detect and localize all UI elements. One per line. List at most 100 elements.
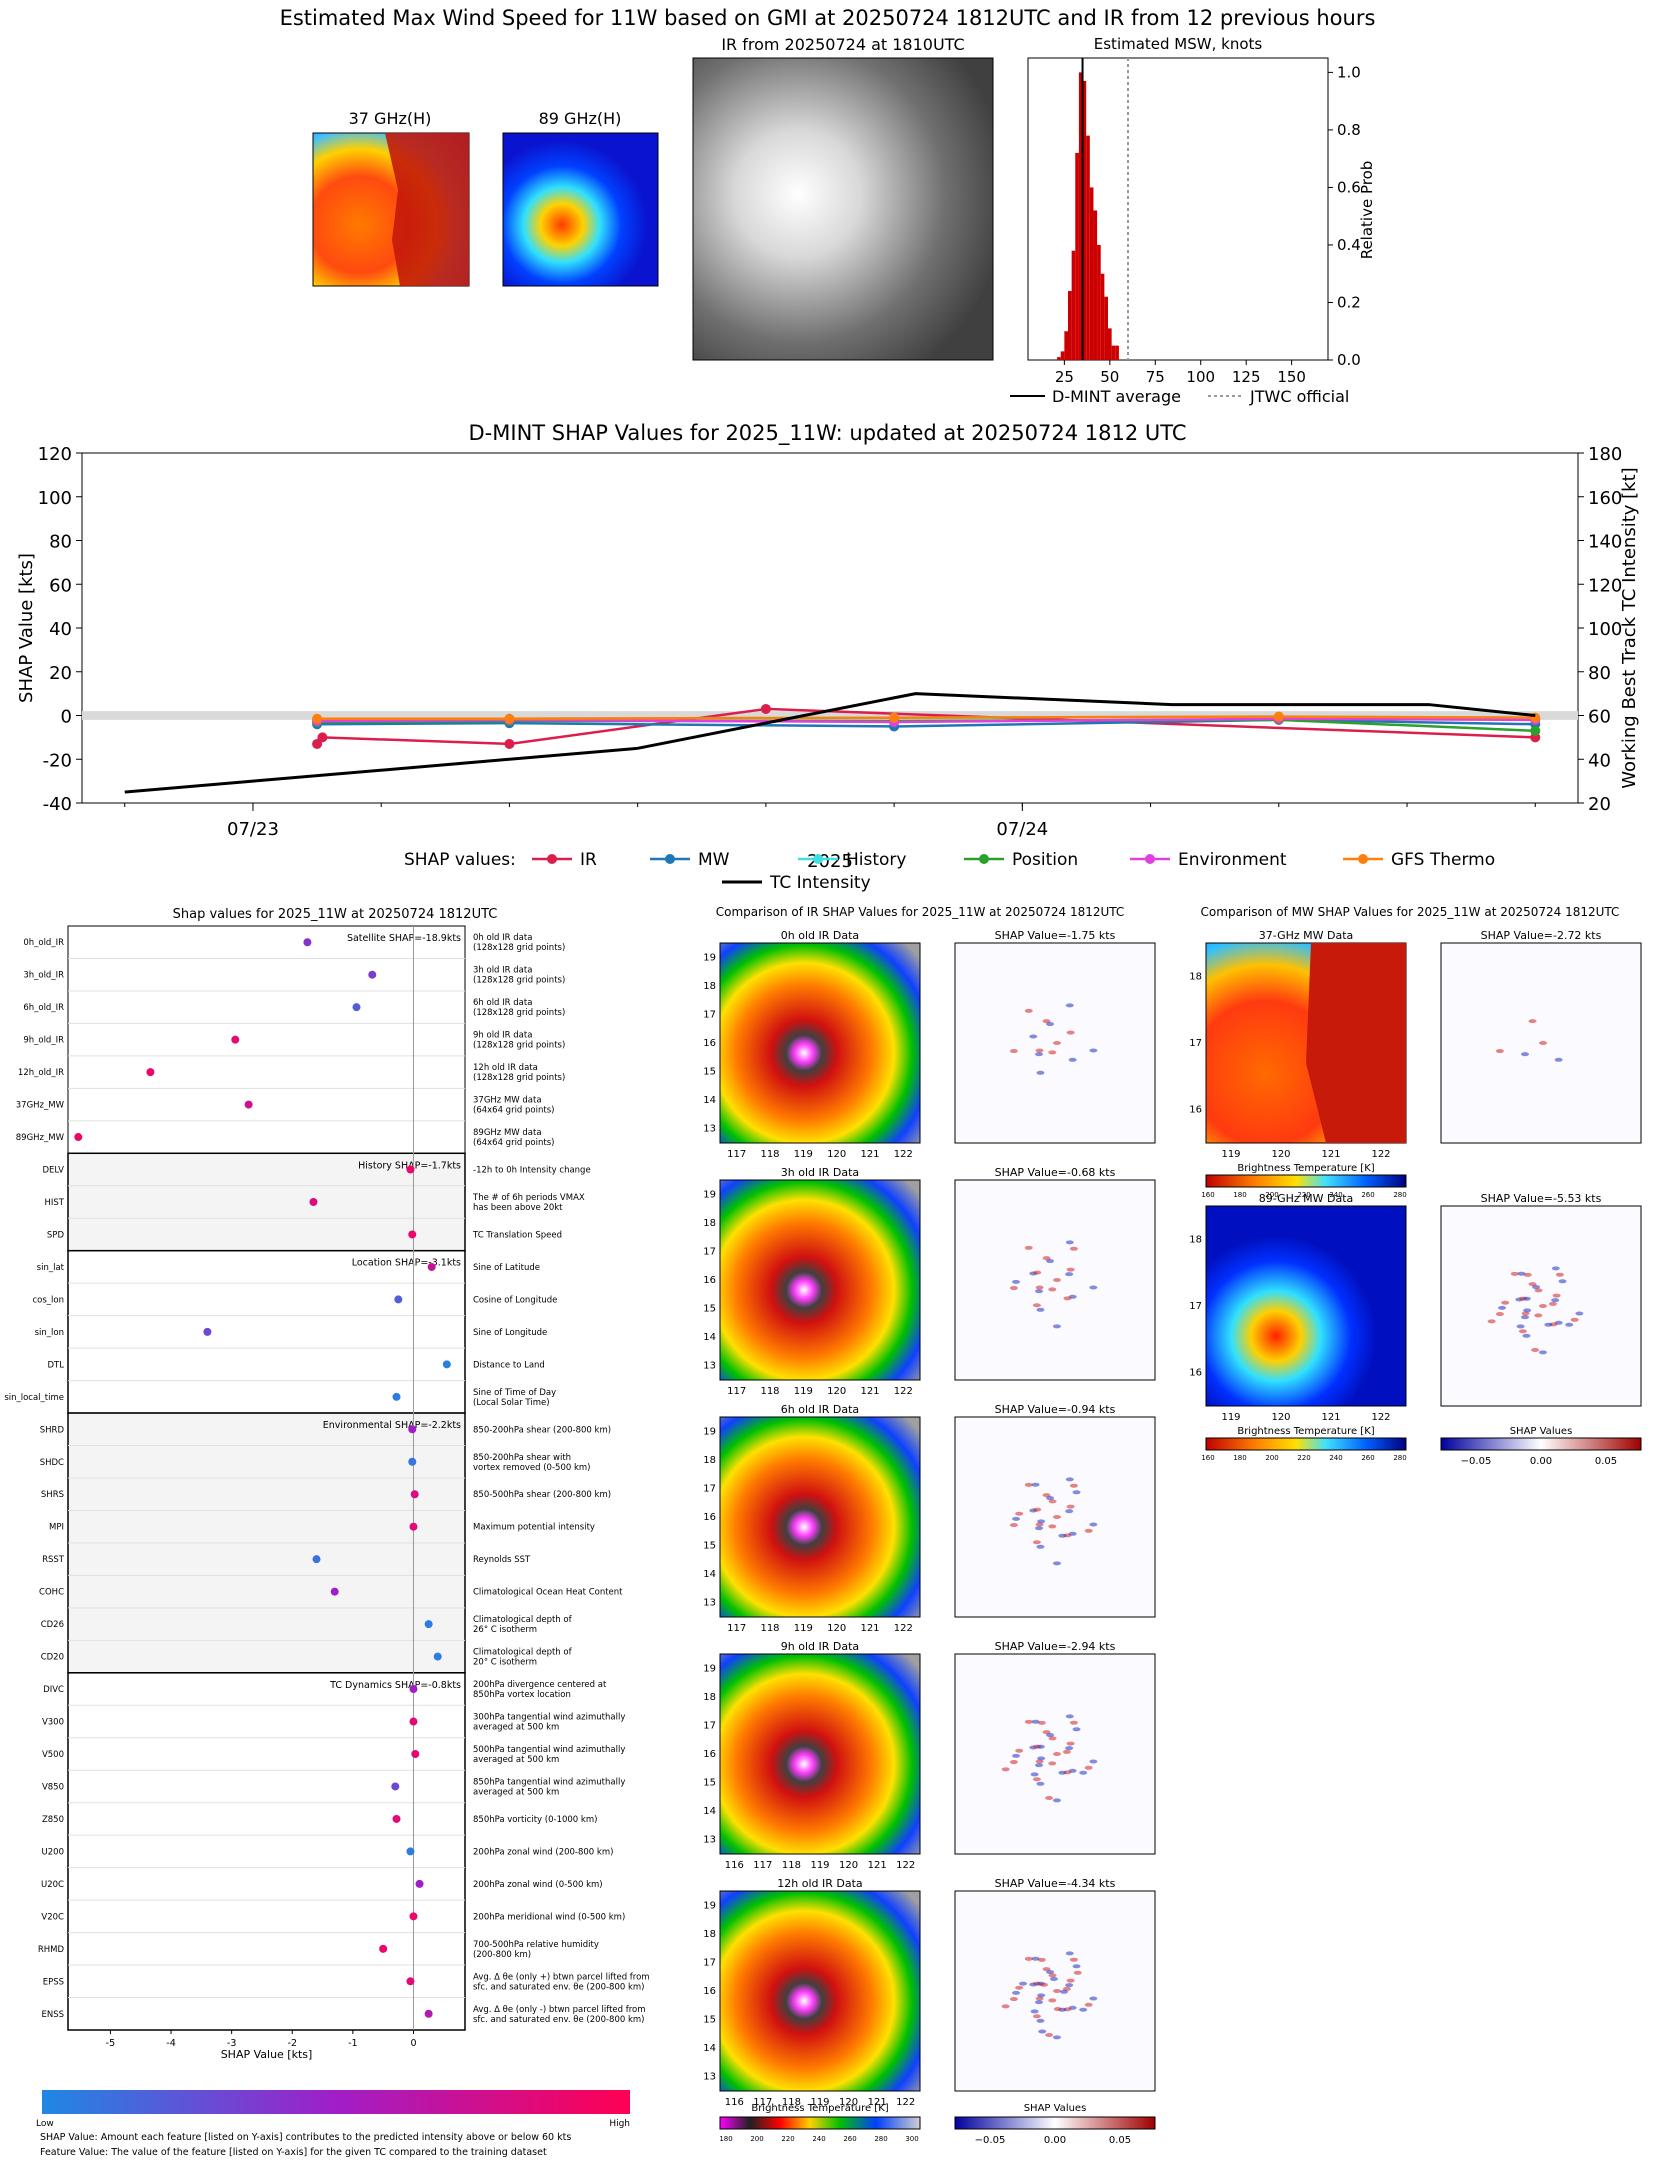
hist-ytick-label: 0.6 — [1337, 178, 1361, 196]
ts-ytick-left-label: -20 — [43, 750, 72, 771]
hist-bar — [1060, 351, 1065, 360]
mw-cbar-tick: 240 — [1329, 1454, 1342, 1462]
legend-item-label: History — [846, 850, 906, 870]
shap-map-feature — [1009, 1049, 1018, 1054]
feature-name: 89GHz_MW — [16, 1133, 65, 1143]
shap-map-feature — [1544, 1322, 1553, 1327]
feature-point — [424, 2009, 433, 2018]
ir-xtick-label: 118 — [760, 1149, 779, 1160]
hist-bar — [1075, 152, 1079, 360]
feature-point — [146, 1068, 155, 1077]
feature-desc: 20° C isotherm — [473, 1658, 537, 1668]
feature-name: V20C — [41, 1912, 64, 1922]
mw-cbar-tick: 160 — [1201, 1454, 1214, 1462]
ir-ytick-label: 13 — [703, 1598, 716, 1609]
legend-item-label: GFS Thermo — [1391, 850, 1495, 870]
feature-name: sin_lat — [37, 1263, 65, 1273]
shap-ts-title: D-MINT SHAP Values for 2025_11W: updated… — [468, 421, 1187, 445]
top-row-figure: 37 GHz(H) 89 GHz(H) IR from 20250724 at … — [312, 35, 1376, 406]
shap-map-feature — [1035, 2000, 1044, 2005]
ir-ytick-label: 13 — [703, 1361, 716, 1372]
mw-ytick-label: 16 — [1189, 1105, 1202, 1116]
shap-map-feature — [1069, 1957, 1078, 1962]
hist-bar — [1104, 296, 1108, 360]
shap-map-feature — [1046, 1022, 1055, 1027]
feature-desc: (200-800 km) — [473, 1950, 531, 1960]
ir-xtick-label: 121 — [860, 1149, 879, 1160]
feature-point — [433, 1652, 442, 1661]
feature-name: 3h_old_IR — [23, 971, 64, 981]
shap-map-feature — [1012, 1279, 1021, 1284]
feature-point — [409, 1717, 418, 1726]
shap-map-feature — [1035, 1052, 1044, 1057]
ir-xtick-label: 122 — [894, 1623, 913, 1634]
ir-xtick-label: 121 — [860, 1623, 879, 1634]
feature-name: Z850 — [42, 1815, 64, 1825]
feature-desc: averaged at 500 km — [473, 1787, 559, 1797]
ir-cbar-tick: 280 — [874, 2135, 887, 2143]
feature-point — [411, 1750, 420, 1758]
feature-desc: -12h to 0h Intensity change — [473, 1166, 591, 1176]
feature-name: RSST — [42, 1555, 65, 1565]
ts-ytick-left-label: -40 — [43, 794, 72, 815]
shap-map-feature — [1066, 1030, 1075, 1035]
mw-bt-colorbar — [1205, 1174, 1407, 1188]
hist-bar — [1108, 328, 1112, 360]
main-title: Estimated Max Wind Speed for 11W based o… — [279, 6, 1376, 30]
shap-map-feature — [1052, 1798, 1061, 1803]
ir-xtick-label: 120 — [827, 1149, 846, 1160]
shap-map-feature — [1089, 1996, 1098, 2001]
mw-xtick-label: 119 — [1221, 1149, 1240, 1160]
ir-xtick-label: 117 — [727, 1623, 746, 1634]
hist-bar — [1111, 345, 1116, 360]
feature-desc: 200hPa meridional wind (0-500 km) — [473, 1912, 625, 1922]
feature-name: 37GHz_MW — [16, 1101, 65, 1111]
shap-map-feature — [1049, 1976, 1058, 1981]
ir-shap-cbar-tick: 0.00 — [1044, 2135, 1066, 2146]
legend-item-label: Environment — [1178, 850, 1287, 870]
shap-map-feature — [1029, 1034, 1038, 1039]
shap-map-feature — [1053, 2006, 1062, 2011]
ir-ytick-label: 18 — [703, 1692, 716, 1703]
ir-data-image — [719, 1179, 921, 1381]
shap-map-feature — [1015, 1985, 1024, 1990]
ir-cbar-tick: 180 — [719, 2135, 732, 2143]
shap-map-feature — [1522, 1333, 1531, 1338]
shap-map-feature — [1024, 1719, 1033, 1724]
mw-ytick-label: 16 — [1189, 1368, 1202, 1379]
ir-xtick-label: 119 — [810, 1860, 829, 1871]
feature-desc: 850hPa tangential wind azimuthally — [473, 1777, 625, 1787]
hist-xtick-label: 150 — [1277, 368, 1306, 386]
ir-ytick-label: 14 — [703, 1806, 716, 1817]
feature-desc: 850-200hPa shear (200-800 km) — [473, 1425, 611, 1435]
shap-map-feature — [1037, 1720, 1046, 1725]
shap-map-feature — [1024, 1245, 1033, 1250]
shap-map-feature — [1053, 1752, 1061, 1756]
shap-map-feature — [1570, 1317, 1579, 1322]
ir-ytick-label: 13 — [703, 1124, 716, 1135]
hist-xtick-label: 50 — [1100, 368, 1119, 386]
shap-map-feature — [1084, 2002, 1093, 2007]
shap-map-feature — [1046, 1733, 1055, 1738]
shap-map-feature — [1079, 1770, 1088, 1775]
shap-map-feature — [1012, 1516, 1021, 1521]
ir-ytick-label: 15 — [703, 1067, 716, 1078]
ir-data-image — [719, 942, 921, 1144]
shap-map-feature — [1510, 1271, 1519, 1276]
shap-map-feature — [1048, 1736, 1057, 1741]
mw-compare-title: Comparison of MW SHAP Values for 2025_11… — [1200, 905, 1620, 919]
zero-band — [82, 711, 1578, 720]
shap-map-feature — [1551, 1266, 1560, 1271]
feature-desc: 200hPa zonal wind (200-800 km) — [473, 1847, 613, 1857]
shap-map-feature — [1037, 1519, 1046, 1524]
feature-desc: 9h old IR data — [473, 1031, 532, 1041]
hist-bar — [1089, 187, 1094, 360]
shap-map-feature — [1089, 1759, 1098, 1764]
shap-map-feature — [1065, 1272, 1074, 1277]
shap-map-feature — [1031, 1719, 1040, 1724]
ir-shap-cbar-tick: 0.05 — [1109, 2135, 1131, 2146]
hist-bar — [1071, 250, 1076, 360]
shap-map-feature — [1035, 1996, 1044, 2001]
feature-name: EPSS — [43, 1977, 64, 1987]
ir-xtick-label: 120 — [839, 1860, 858, 1871]
